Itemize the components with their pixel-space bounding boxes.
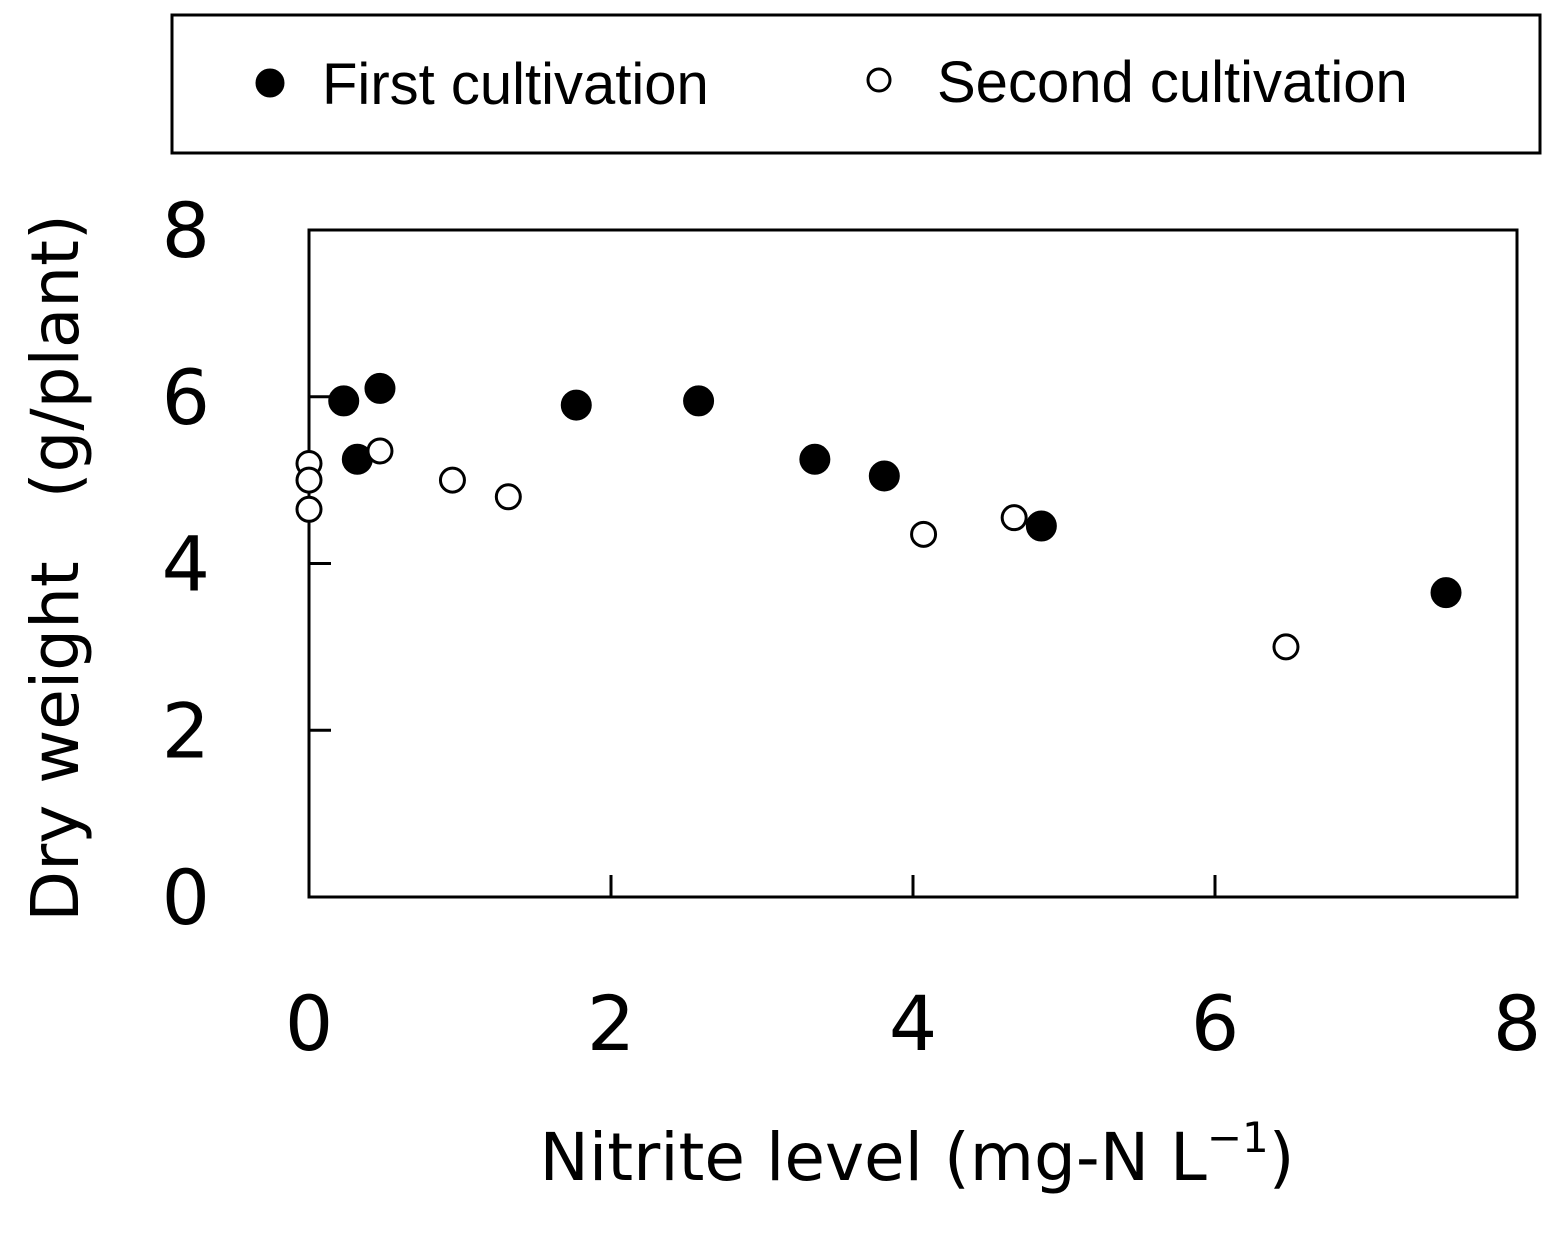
data-point-first-cultivation	[560, 389, 592, 421]
y-tick-label: 0	[162, 853, 210, 942]
data-points	[295, 372, 1462, 661]
x-axis-title-superscript: −1	[1207, 1113, 1269, 1162]
data-point-second-cultivation	[295, 466, 323, 494]
data-point-first-cultivation	[364, 372, 396, 404]
y-tick-label: 6	[162, 353, 210, 442]
data-point-second-cultivation	[1000, 504, 1028, 532]
x-tick-label: 6	[1191, 979, 1239, 1068]
y-tick-label: 2	[162, 686, 210, 775]
legend-marker-first	[255, 68, 285, 98]
plot-frame	[307, 228, 1519, 899]
legend-marker-second	[866, 67, 892, 93]
x-axis-tick-labels: 0 2 4 6 8	[285, 979, 1541, 1068]
x-axis-title-close: )	[1269, 1119, 1295, 1196]
data-point-first-cultivation	[799, 443, 831, 475]
data-point-first-cultivation	[328, 385, 360, 417]
y-axis-ticks	[309, 395, 331, 732]
x-axis-title-main: Nitrite level (mg-N L	[540, 1119, 1208, 1196]
data-point-second-cultivation	[295, 495, 323, 523]
data-point-second-cultivation	[910, 520, 938, 548]
y-axis-title: Dry weight (g/plant)	[17, 214, 94, 921]
legend-label-first: First cultivation	[322, 52, 709, 117]
data-point-first-cultivation	[1025, 510, 1057, 542]
x-axis-title: Nitrite level (mg-N L−1)	[540, 1113, 1295, 1196]
legend-label-second: Second cultivation	[937, 50, 1408, 115]
data-point-first-cultivation	[1430, 577, 1462, 609]
y-tick-label: 8	[162, 186, 210, 275]
x-tick-label: 4	[889, 979, 937, 1068]
y-axis-tick-labels: 0 2 4 6 8	[162, 186, 210, 942]
x-tick-label: 2	[587, 979, 635, 1068]
data-point-second-cultivation	[366, 437, 394, 465]
data-point-first-cultivation	[868, 460, 900, 492]
y-tick-label: 4	[162, 520, 210, 609]
data-point-first-cultivation	[683, 385, 715, 417]
x-tick-label: 8	[1493, 979, 1541, 1068]
legend-frame	[170, 13, 1542, 155]
data-point-second-cultivation	[438, 466, 466, 494]
x-tick-label: 0	[285, 979, 333, 1068]
legend: First cultivation Second cultivation	[170, 13, 1542, 155]
data-point-second-cultivation	[494, 483, 522, 511]
x-axis-ticks	[609, 875, 1217, 897]
data-point-second-cultivation	[1272, 633, 1300, 661]
